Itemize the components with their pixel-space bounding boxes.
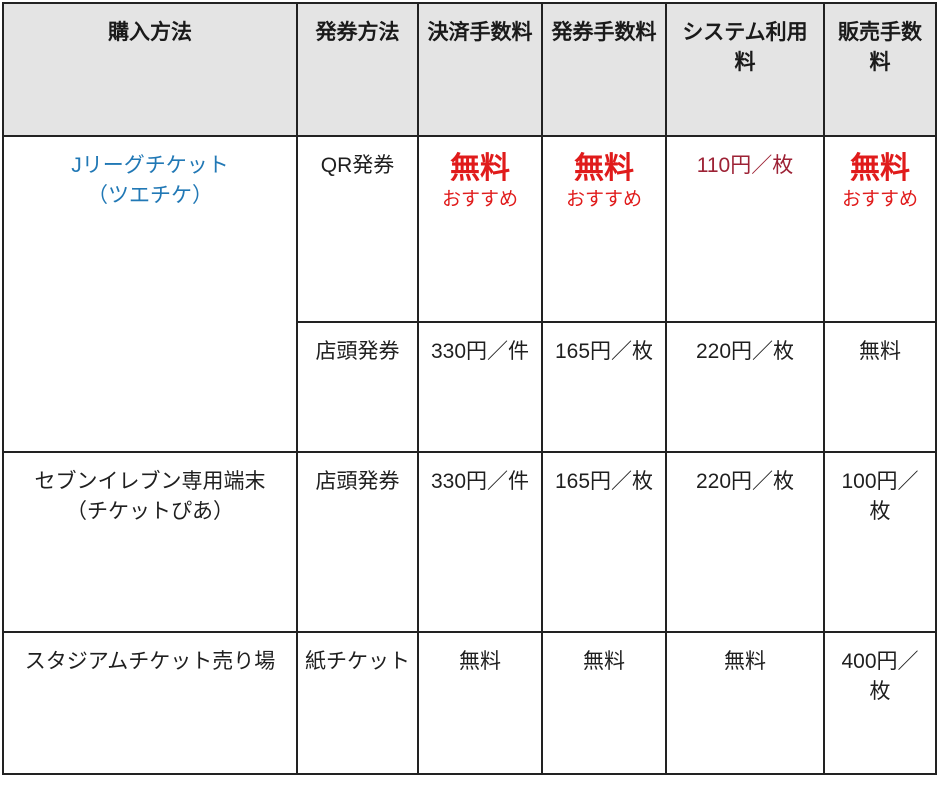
table-row: スタジアムチケット売り場 紙チケット 無料 無料 無料 400円／枚 [2,631,937,775]
cell-payment-fee: 330円／件 [417,321,543,453]
table-row: Jリーグチケット （ツエチケ） QR発券 無料 おすすめ 無料 おすすめ 110… [2,135,937,453]
table-row: 店頭発券 330円／件 165円／枚 220円／枚 無料 [3,321,937,453]
cell-sale-fee: 400円／枚 [823,631,937,775]
cell-sale-fee: 100円／枚 [823,451,937,633]
sale-fee-recommend-note: おすすめ [841,189,918,211]
header-row: 購入方法 発券方法 決済手数料 発券手数料 システム利用料 販売手数料 [2,2,937,137]
payment-fee-value: 無料 [450,152,510,185]
cell-system-fee: 無料 [665,631,825,775]
system-fee-value: 110円／枚 [696,154,794,177]
method-label-line1: セブンイレブン専用端末 [34,470,266,493]
column-header-method: 購入方法 [2,2,298,137]
cell-payment-fee: 無料 おすすめ [417,135,543,323]
cell-method-stadium: スタジアムチケット売り場 [2,631,298,775]
table-body: Jリーグチケット （ツエチケ） QR発券 無料 おすすめ 無料 おすすめ 110… [2,135,937,775]
cell-sale-fee: 無料 おすすめ [823,135,937,323]
cell-issue-fee: 無料 おすすめ [541,135,667,323]
cell-issue-fee: 165円／枚 [541,451,667,633]
cell-payment-fee: 330円／件 [417,451,543,633]
cell-system-fee: 220円／枚 [665,451,825,633]
purchase-method-link[interactable]: Jリーグチケット （ツエチケ） [71,154,229,207]
cell-issue-method: 店頭発券 [296,321,419,453]
cell-issue-method: QR発券 [296,135,419,323]
cell-issue-fee: 165円／枚 [541,321,667,453]
column-header-issuefee: 発券手数料 [541,2,667,137]
table-row: セブンイレブン専用端末 （チケットぴあ） 店頭発券 330円／件 165円／枚 … [2,451,937,633]
cell-issue-method: 紙チケット [296,631,419,775]
method-label-line2: （ツエチケ） [87,183,213,207]
cell-system-fee: 110円／枚 [665,135,825,323]
column-header-salefee: 販売手数料 [823,2,937,137]
ticket-fee-table: 購入方法 発券方法 決済手数料 発券手数料 システム利用料 販売手数料 Jリーグ… [2,2,937,775]
cell-payment-fee: 無料 [417,631,543,775]
cell-issue-fee: 無料 [541,631,667,775]
table-header: 購入方法 発券方法 決済手数料 発券手数料 システム利用料 販売手数料 [2,2,937,137]
column-header-issue: 発券方法 [296,2,419,137]
method-label-line1: スタジアムチケット売り場 [24,650,276,673]
issue-fee-recommend-note: おすすめ [565,189,642,211]
sale-fee-value: 無料 [850,152,910,185]
payment-fee-recommend-note: おすすめ [441,189,518,211]
cell-sale-fee: 無料 [823,321,937,453]
fee-table-container: 購入方法 発券方法 決済手数料 発券手数料 システム利用料 販売手数料 Jリーグ… [2,2,937,775]
method-label-line1: Jリーグチケット [71,154,229,177]
method-label-line2: （チケットぴあ） [66,499,234,523]
cell-system-fee: 220円／枚 [665,321,825,453]
cell-issue-method: 店頭発券 [296,451,419,633]
cell-method-seven-eleven: セブンイレブン専用端末 （チケットぴあ） [2,451,298,633]
column-header-payfee: 決済手数料 [417,2,543,137]
column-header-sysfee: システム利用料 [665,2,825,137]
cell-method-jleague: Jリーグチケット （ツエチケ） [2,135,298,453]
issue-fee-value: 無料 [574,152,634,185]
